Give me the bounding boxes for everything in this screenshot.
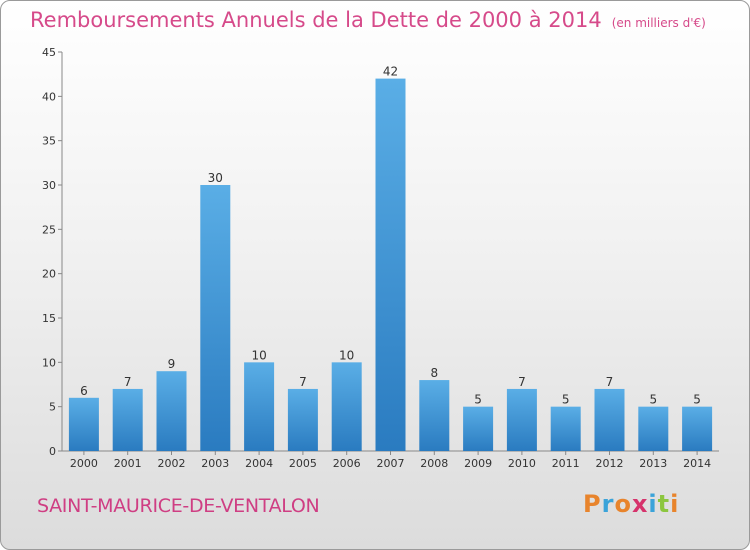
x-tick-label: 2003 (201, 457, 229, 470)
x-tick-label: 2000 (70, 457, 98, 470)
data-label: 7 (518, 375, 526, 389)
bar (682, 406, 713, 451)
x-tick-label: 2008 (420, 457, 448, 470)
x-tick-label: 2005 (289, 457, 317, 470)
y-tick-label: 30 (42, 179, 56, 192)
proxiti-logo: Proxiti (583, 490, 679, 518)
x-tick-label: 2007 (377, 457, 405, 470)
data-label: 5 (562, 393, 570, 407)
data-label: 5 (649, 393, 657, 407)
x-tick-label: 2006 (333, 457, 361, 470)
bar (419, 380, 450, 451)
y-tick-label: 0 (49, 445, 56, 458)
y-tick-label: 20 (42, 268, 56, 281)
bar (375, 78, 406, 451)
logo-letter: r (601, 490, 615, 518)
bar (463, 406, 494, 451)
chart-unit: (en milliers d'€) (611, 16, 706, 30)
data-label: 10 (251, 348, 266, 362)
bar (200, 185, 231, 451)
data-label: 10 (339, 348, 354, 362)
data-label: 6 (80, 384, 88, 398)
bar (331, 362, 362, 451)
commune-name: SAINT-MAURICE-DE-VENTALON (37, 495, 320, 517)
data-label: 8 (430, 366, 438, 380)
data-label: 9 (168, 357, 176, 371)
data-label: 7 (124, 375, 132, 389)
bar (244, 362, 275, 451)
y-tick-label: 45 (42, 46, 56, 59)
x-tick-label: 2013 (639, 457, 667, 470)
bar (550, 406, 581, 451)
x-tick-label: 2014 (683, 457, 711, 470)
x-tick-label: 2012 (596, 457, 624, 470)
data-label: 5 (693, 393, 701, 407)
bar (638, 406, 669, 451)
y-tick-label: 35 (42, 135, 56, 148)
logo-letter: i (670, 490, 680, 518)
logo-letter: x (631, 490, 649, 518)
bar (287, 388, 318, 451)
chart-title: Remboursements Annuels de la Dette de 20… (30, 8, 602, 32)
bar (594, 388, 625, 451)
data-label: 30 (208, 171, 223, 185)
logo-letter: i (648, 490, 658, 518)
bar (68, 397, 99, 451)
logo-letter: t (657, 490, 671, 518)
y-tick-label: 40 (42, 90, 56, 103)
data-label: 7 (606, 375, 614, 389)
y-tick-label: 25 (42, 223, 56, 236)
data-label: 5 (474, 393, 482, 407)
x-tick-label: 2011 (552, 457, 580, 470)
title-line: Remboursements Annuels de la Dette de 20… (30, 8, 706, 32)
logo-letter: o (614, 490, 632, 518)
data-label: 42 (383, 65, 398, 79)
x-tick-label: 2009 (464, 457, 492, 470)
bar (506, 388, 537, 451)
bar (156, 371, 187, 451)
bar (112, 388, 143, 451)
x-tick-label: 2004 (245, 457, 273, 470)
logo-letter: P (583, 490, 602, 518)
y-tick-label: 15 (42, 312, 56, 325)
x-tick-label: 2002 (158, 457, 186, 470)
data-label: 7 (299, 375, 307, 389)
x-tick-label: 2001 (114, 457, 142, 470)
y-tick-label: 10 (42, 356, 56, 369)
y-tick-label: 5 (49, 401, 56, 414)
x-tick-label: 2010 (508, 457, 536, 470)
